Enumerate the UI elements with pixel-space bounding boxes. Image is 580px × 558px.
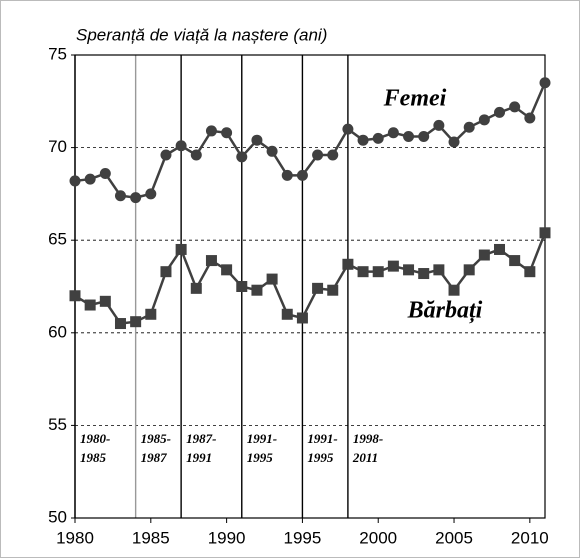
marker xyxy=(494,106,506,118)
marker xyxy=(175,243,187,255)
marker xyxy=(99,295,111,307)
y-tick-label: 65 xyxy=(48,230,67,249)
marker xyxy=(372,266,384,278)
period-label: 1987 xyxy=(141,450,168,465)
marker xyxy=(524,266,536,278)
marker xyxy=(205,125,217,137)
marker xyxy=(312,282,324,294)
marker xyxy=(145,308,157,320)
period-label: 1991- xyxy=(307,431,337,446)
period-label: 1995 xyxy=(307,450,334,465)
marker xyxy=(175,140,187,152)
marker xyxy=(509,255,521,267)
marker xyxy=(418,130,430,142)
marker xyxy=(463,121,475,133)
marker xyxy=(205,255,217,267)
marker xyxy=(114,318,126,330)
marker xyxy=(221,127,233,139)
marker xyxy=(84,173,96,185)
marker xyxy=(433,119,445,131)
period-label: 1980- xyxy=(80,431,110,446)
marker xyxy=(494,243,506,255)
x-tick-label: 2010 xyxy=(511,528,549,547)
x-tick-label: 2000 xyxy=(359,528,397,547)
y-tick-label: 70 xyxy=(48,137,67,156)
marker xyxy=(463,264,475,276)
marker xyxy=(69,290,81,302)
period-label: 2011 xyxy=(352,450,378,465)
marker xyxy=(387,127,399,139)
marker xyxy=(84,299,96,311)
period-label: 1991- xyxy=(247,431,277,446)
marker xyxy=(221,264,233,276)
marker xyxy=(160,266,172,278)
marker xyxy=(236,151,248,163)
marker xyxy=(312,149,324,161)
marker xyxy=(433,264,445,276)
marker xyxy=(236,281,248,292)
marker xyxy=(478,114,490,126)
y-tick-label: 60 xyxy=(48,322,67,341)
marker xyxy=(296,169,308,181)
marker xyxy=(251,134,263,146)
y-tick-label: 50 xyxy=(48,507,67,526)
marker xyxy=(524,112,536,124)
marker xyxy=(145,188,157,200)
marker xyxy=(539,227,551,239)
marker xyxy=(266,145,278,157)
marker xyxy=(327,284,339,296)
x-tick-label: 1980 xyxy=(56,528,94,547)
x-tick-label: 1995 xyxy=(284,528,322,547)
marker xyxy=(539,77,551,89)
marker xyxy=(327,149,339,161)
x-tick-label: 2005 xyxy=(435,528,473,547)
y-tick-label: 55 xyxy=(48,415,67,434)
marker xyxy=(448,284,460,296)
period-label: 1987- xyxy=(186,431,216,446)
marker xyxy=(114,190,126,202)
marker xyxy=(251,284,263,296)
marker xyxy=(281,308,293,320)
period-label: 1995 xyxy=(247,450,274,465)
marker xyxy=(448,136,460,148)
marker xyxy=(418,268,430,280)
marker xyxy=(296,312,308,324)
marker xyxy=(266,273,278,285)
marker xyxy=(160,149,172,161)
marker xyxy=(342,258,354,270)
series-line xyxy=(74,82,547,199)
chart-title: Speranță de viață la naștere (ani) xyxy=(76,25,327,44)
marker xyxy=(69,175,81,187)
marker xyxy=(99,168,111,180)
period-label: 1991 xyxy=(186,450,212,465)
x-tick-label: 1985 xyxy=(132,528,170,547)
plot-frame xyxy=(74,54,546,519)
marker xyxy=(403,130,415,142)
period-label: 1998- xyxy=(353,431,383,446)
marker xyxy=(357,134,369,146)
marker xyxy=(190,149,202,161)
marker xyxy=(130,192,142,204)
marker xyxy=(478,249,490,261)
y-tick-label: 75 xyxy=(48,44,67,63)
marker xyxy=(403,264,415,276)
marker xyxy=(372,132,384,144)
marker xyxy=(190,282,202,294)
period-label: 1985- xyxy=(141,431,171,446)
marker xyxy=(357,266,369,278)
period-label: 1985 xyxy=(80,450,107,465)
marker xyxy=(342,123,354,135)
series-label: Femei xyxy=(383,86,447,112)
marker xyxy=(387,260,399,272)
marker xyxy=(509,101,521,113)
marker xyxy=(130,316,142,328)
series-label: Bărbați xyxy=(407,298,483,324)
x-tick-label: 1990 xyxy=(208,528,246,547)
marker xyxy=(281,169,293,181)
